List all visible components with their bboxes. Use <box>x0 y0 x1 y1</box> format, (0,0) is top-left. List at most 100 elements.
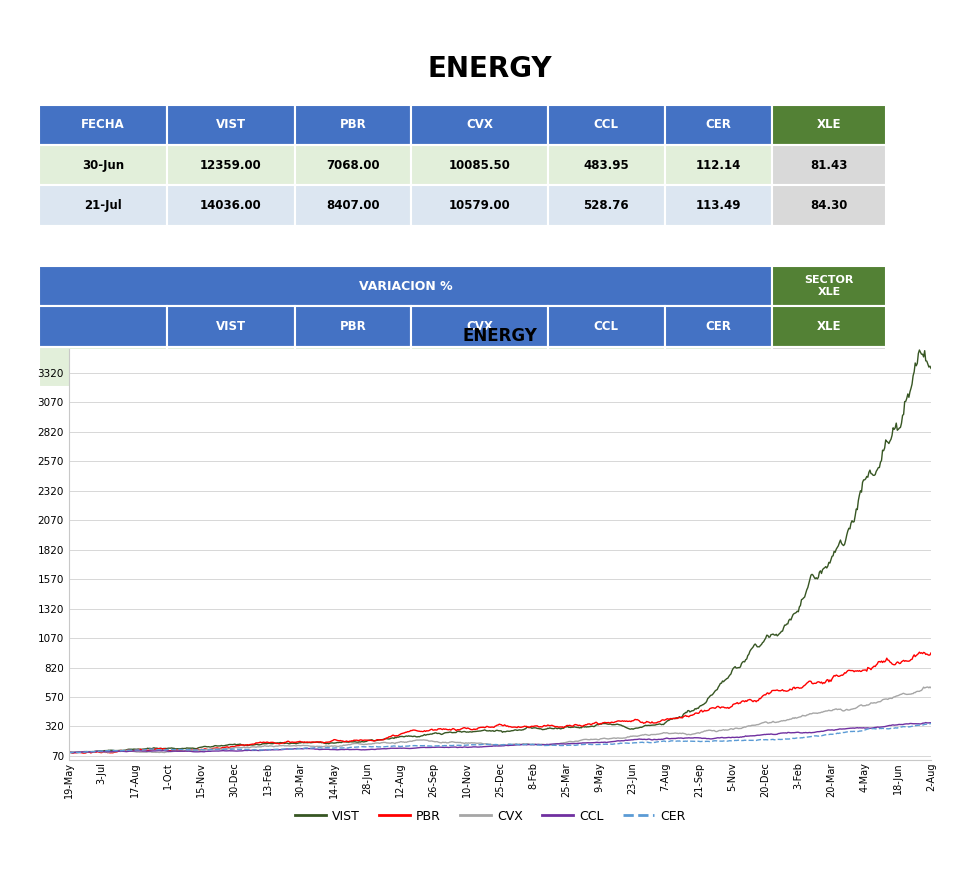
Text: 1.197%: 1.197% <box>694 361 743 374</box>
VIST <box>63 747 74 758</box>
VIST <box>298 738 310 748</box>
VIST <box>913 345 925 355</box>
Bar <box>412 145 548 185</box>
Bar <box>167 226 295 266</box>
Text: 81.43: 81.43 <box>810 159 848 172</box>
VIST <box>65 747 76 758</box>
Bar <box>39 185 167 226</box>
Text: 21-Jul: 21-Jul <box>84 199 122 212</box>
CER <box>433 740 445 751</box>
Text: CVX: CVX <box>466 119 493 132</box>
Bar <box>772 347 886 387</box>
Text: 10579.00: 10579.00 <box>449 199 511 212</box>
CER <box>270 744 281 754</box>
Bar <box>167 347 295 387</box>
Bar <box>167 105 295 145</box>
Text: 528.76: 528.76 <box>583 199 629 212</box>
PBR <box>594 719 606 730</box>
Text: PBR: PBR <box>340 119 367 132</box>
PBR <box>433 724 445 734</box>
Bar <box>167 306 295 347</box>
VIST <box>433 728 445 739</box>
CVX <box>594 734 606 745</box>
Bar <box>295 347 412 387</box>
Text: 113.49: 113.49 <box>696 199 741 212</box>
Bar <box>39 347 167 387</box>
Line: CVX: CVX <box>69 687 931 753</box>
CCL <box>63 747 74 758</box>
Bar <box>664 226 772 266</box>
VIST <box>195 742 207 753</box>
Bar <box>772 145 886 185</box>
Bar <box>772 105 886 145</box>
Text: CVX: CVX <box>466 320 493 333</box>
CCL <box>594 738 606 748</box>
CER <box>594 739 606 750</box>
Text: FECHA: FECHA <box>81 119 125 132</box>
CCL <box>195 746 207 757</box>
Bar <box>412 226 548 266</box>
CVX <box>433 737 445 747</box>
CCL <box>68 747 79 758</box>
Title: ENERGY: ENERGY <box>463 327 537 345</box>
CVX <box>63 747 74 758</box>
CER <box>63 747 74 758</box>
Bar <box>412 306 548 347</box>
Text: VARIACION %: VARIACION % <box>359 279 453 292</box>
Bar <box>548 347 664 387</box>
Bar <box>412 185 548 226</box>
CVX <box>195 745 207 755</box>
PBR <box>77 748 89 759</box>
Text: CER: CER <box>706 320 731 333</box>
PBR <box>625 717 637 727</box>
Bar <box>772 185 886 226</box>
PBR <box>195 744 207 754</box>
Bar <box>295 306 412 347</box>
Line: CER: CER <box>69 724 931 753</box>
Text: CCL: CCL <box>594 119 618 132</box>
CCL <box>925 718 937 728</box>
Bar <box>39 105 167 145</box>
Bar <box>664 306 772 347</box>
Bar <box>295 185 412 226</box>
Text: SECTOR
XLE: SECTOR XLE <box>805 275 854 298</box>
Bar <box>39 306 167 347</box>
VIST <box>594 718 606 729</box>
Text: 30-Jun: 30-Jun <box>82 159 124 172</box>
Bar <box>772 266 886 306</box>
Bar <box>412 347 548 387</box>
Bar <box>412 105 548 145</box>
Text: 112.14: 112.14 <box>696 159 741 172</box>
Text: 18.94%: 18.94% <box>328 361 378 374</box>
Bar <box>548 185 664 226</box>
Text: XLE: XLE <box>816 119 841 132</box>
Bar <box>548 145 664 185</box>
PBR <box>913 647 925 657</box>
Text: CCL: CCL <box>594 320 618 333</box>
CER <box>195 745 207 755</box>
Bar <box>548 105 664 145</box>
Bar <box>664 145 772 185</box>
Text: 483.95: 483.95 <box>583 159 629 172</box>
Bar <box>772 226 886 266</box>
CVX <box>924 682 936 692</box>
Text: XLE: XLE <box>816 320 841 333</box>
CCL <box>270 745 281 755</box>
Text: ENERGY: ENERGY <box>427 55 553 84</box>
Bar <box>39 226 167 266</box>
VIST <box>625 724 637 734</box>
Text: VIST: VIST <box>216 119 246 132</box>
Text: RETORNO: RETORNO <box>71 361 135 374</box>
Text: 13.57%: 13.57% <box>207 361 256 374</box>
CCL <box>920 718 932 728</box>
Line: PBR: PBR <box>69 652 931 753</box>
Text: 3.52%: 3.52% <box>808 361 850 374</box>
PBR <box>298 737 310 747</box>
Bar <box>167 145 295 185</box>
Bar <box>548 306 664 347</box>
Text: 7068.00: 7068.00 <box>326 159 380 172</box>
CVX <box>925 683 937 693</box>
CCL <box>625 735 637 746</box>
Bar <box>295 226 412 266</box>
Text: 84.30: 84.30 <box>810 199 848 212</box>
